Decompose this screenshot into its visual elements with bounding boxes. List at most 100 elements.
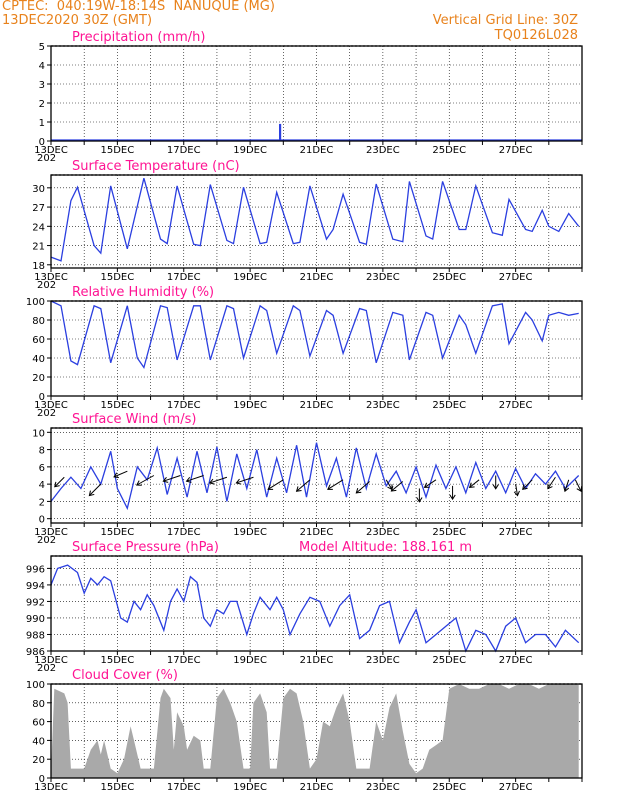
humidity-ytick-label: 0 <box>39 392 45 403</box>
wind-arrowhead <box>449 494 456 501</box>
wind-vector <box>163 475 181 482</box>
wind-arrowhead <box>563 486 570 493</box>
temperature-panel: 18 21 24 27 30 13DEC 15DEC 17DEC 19DEC 21DEC 23DEC… <box>32 159 583 291</box>
humidity-xtick-label: 27DEC <box>499 400 533 411</box>
temperature-xtick-label: 19DEC <box>233 272 267 283</box>
wind-arrowhead <box>327 484 333 490</box>
wind-vector <box>113 470 128 478</box>
pressure-ytick-label: 986 <box>26 647 45 658</box>
cloud-ytick-label: 80 <box>32 699 45 710</box>
cloud-xtick-label: 23DEC <box>366 782 400 793</box>
temperature-ytick-label: 18 <box>32 261 45 272</box>
wind-vector <box>574 479 582 492</box>
precip-ytick-label: 3 <box>39 80 45 91</box>
precip-xtick-label: 13DEC <box>34 145 68 156</box>
wind-xtick-label: 15DEC <box>101 527 135 538</box>
precip-ytick-label: 2 <box>39 99 45 110</box>
wind-arrowhead <box>390 486 397 492</box>
cloud-title: Cloud Cover (%) <box>72 668 178 683</box>
cloud-xtick-label: 21DEC <box>300 782 334 793</box>
humidity-xtick-label: 23DEC <box>366 400 400 411</box>
humidity-xtick-label: 15DEC <box>101 400 135 411</box>
humidity-title: Relative Humidity (%) <box>72 285 214 300</box>
pressure-xtick-label: 13DEC <box>34 655 68 666</box>
humidity-year-fragment: 202 <box>37 408 56 419</box>
temperature-ytick-label: 30 <box>32 184 45 195</box>
wind-arrowhead <box>547 483 553 490</box>
wind-arrowhead <box>162 477 169 483</box>
wind-vector <box>385 479 393 490</box>
precip-xtick-label: 17DEC <box>167 145 201 156</box>
cloud-ytick-label: 60 <box>32 718 45 729</box>
wind-xtick-label: 27DEC <box>499 527 533 538</box>
wind-ytick-label: 10 <box>32 428 45 439</box>
wind-vector <box>54 476 65 488</box>
temperature-xtick-label: 23DEC <box>366 272 400 283</box>
wind-series-line <box>50 442 580 511</box>
temperature-title: Surface Temperature (nC) <box>72 159 240 174</box>
wind-xtick-label: 21DEC <box>300 527 334 538</box>
cloud-ytick-label: 40 <box>32 736 45 747</box>
pressure-year-fragment: 202 <box>37 663 56 674</box>
wind-arrowhead <box>135 480 142 486</box>
wind-vector <box>327 479 344 490</box>
wind-vector <box>424 479 437 488</box>
temperature-xtick-label: 17DEC <box>167 272 201 283</box>
wind-vector <box>136 475 155 486</box>
wind-xtick-label: 13DEC <box>34 527 68 538</box>
precip-ytick-label: 0 <box>39 137 45 148</box>
wind-arrowhead <box>295 486 302 492</box>
temperature-xtick-label: 25DEC <box>432 272 466 283</box>
precip-year-fragment: 202 <box>37 153 56 164</box>
wind-arrowhead <box>492 484 499 490</box>
humidity-xtick-label: 19DEC <box>233 400 267 411</box>
pressure-xtick-label: 19DEC <box>233 655 267 666</box>
pressure-xtick-label: 15DEC <box>101 655 135 666</box>
wind-arrowhead <box>88 490 95 497</box>
wind-arrowhead <box>513 490 520 497</box>
wind-vector <box>564 479 570 492</box>
precip-xtick-label: 25DEC <box>432 145 466 156</box>
temperature-xtick-label: 15DEC <box>101 272 135 283</box>
pressure-ytick-label: 992 <box>26 597 45 608</box>
wind-arrowhead <box>416 497 423 503</box>
pressure-xtick-label: 27DEC <box>499 655 533 666</box>
pressure-xtick-label: 21DEC <box>300 655 334 666</box>
pressure-ytick-label: 988 <box>26 630 45 641</box>
wind-vector <box>89 483 102 496</box>
wind-year-fragment: 202 <box>37 535 56 546</box>
header-code: TQ0126L028 <box>494 28 578 43</box>
wind-vector <box>391 481 404 492</box>
cloud-ytick-label: 20 <box>32 755 45 766</box>
pressure-panel: 986 988 990 992 994 996 13DEC 15DEC 17DEC 19DEC 21… <box>26 540 583 674</box>
humidity-xtick-label: 17DEC <box>167 400 201 411</box>
wind-arrowhead <box>54 481 60 488</box>
header-location: CPTEC: 040:19W-18:14S NANUQUE (MG) <box>2 0 275 14</box>
humidity-ytick-label: 80 <box>32 316 45 327</box>
wind-arrowhead <box>267 484 274 490</box>
wind-vector <box>355 481 370 494</box>
wind-vector <box>209 476 228 484</box>
wind-vector <box>267 479 284 490</box>
temperature-xtick-label: 27DEC <box>499 272 533 283</box>
humidity-ytick-label: 60 <box>32 335 45 346</box>
cloud-xtick-label: 27DEC <box>499 782 533 793</box>
pressure-ytick-label: 994 <box>26 581 45 592</box>
humidity-ytick-label: 20 <box>32 373 45 384</box>
cloud-xtick-label: 19DEC <box>233 782 267 793</box>
temperature-year-fragment: 202 <box>37 280 56 291</box>
precip-ytick-label: 1 <box>39 118 45 129</box>
precip-xtick-label: 15DEC <box>101 145 135 156</box>
wind-ytick-label: 0 <box>39 515 45 526</box>
cloud-xtick-label: 25DEC <box>432 782 466 793</box>
pressure-note: Model Altitude: 188.161 m <box>299 540 472 555</box>
wind-vector <box>236 476 254 484</box>
wind-panel: 0 2 4 6 8 10 13DEC 15DEC 17DEC 19DEC 21DEC 23DEC 25D… <box>32 412 583 546</box>
temperature-ytick-label: 21 <box>32 242 45 253</box>
wind-ytick-label: 2 <box>39 497 45 508</box>
wind-vector <box>515 484 519 496</box>
wind-ytick-label: 6 <box>39 463 45 474</box>
precip-xtick-label: 23DEC <box>366 145 400 156</box>
pressure-title: Surface Pressure (hPa) <box>72 540 219 555</box>
